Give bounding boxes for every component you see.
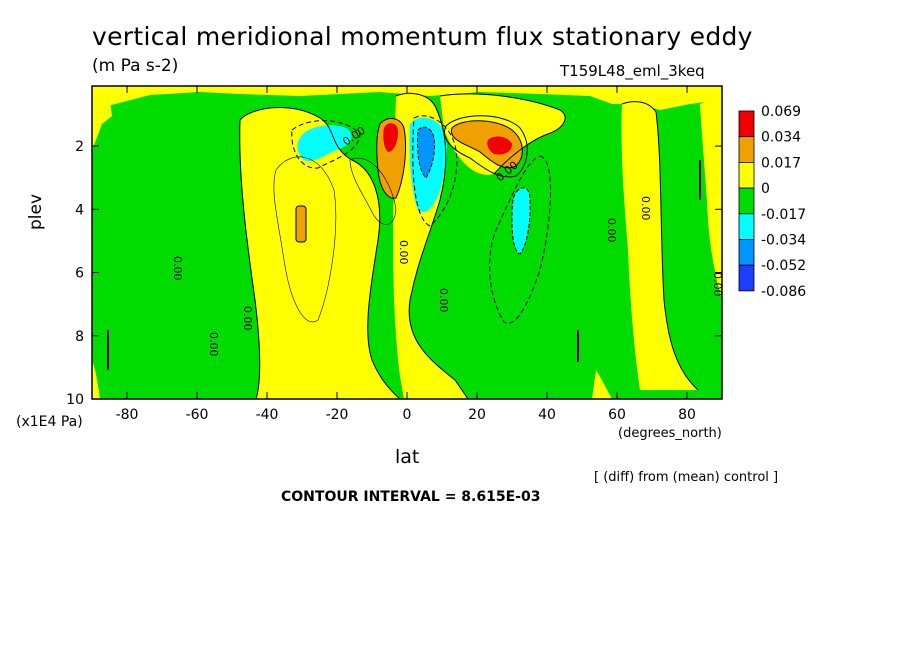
x-tick-label: 40: [538, 407, 556, 423]
field-positive-top-band: [92, 86, 722, 110]
contour-label: 0.00: [171, 256, 184, 281]
contour-positive-spot: [295, 205, 307, 243]
diff-note: [ (diff) from (mean) control ]: [594, 470, 779, 485]
contour-negative-3: [489, 155, 551, 324]
colorbar-swatch: [738, 187, 755, 215]
colorbar-swatch: [738, 264, 755, 292]
contour-labels: 0.00 0.00 0.00 0.00 0.00 0.00 0.00 0.00 …: [171, 124, 724, 357]
field-positive-polar: [700, 96, 722, 300]
contour-zero-sh-west: [239, 119, 261, 399]
x-tick-label: 60: [608, 407, 626, 423]
y-tick-label: 8: [75, 329, 84, 345]
field-max-sh: [383, 123, 398, 152]
contour-positive-thin-2: [349, 157, 397, 225]
contour-negative-core: [417, 126, 435, 179]
filled-contour-field: [92, 86, 722, 399]
x-axis: -80 -60 -40 -20 0 20 40 60 80: [116, 86, 696, 423]
y-axis: 2 4 6 8 10: [66, 139, 722, 408]
x-axis-label: lat: [395, 446, 420, 468]
contour-positive-orange-nh: [450, 120, 523, 169]
colorbar-swatch: [738, 136, 755, 163]
colorbar-level-label: 0: [761, 181, 770, 197]
contour-negative-nh-cyan: [511, 187, 531, 255]
colorbar-swatch: [738, 161, 755, 189]
y-tick-label: 2: [75, 139, 84, 155]
y-tick-label: 6: [75, 266, 84, 282]
field-max-nh: [487, 136, 512, 155]
contour-label: 0.00: [711, 272, 724, 297]
y-axis-units: (x1E4 Pa): [16, 414, 83, 430]
contour-label: 0.00: [639, 196, 652, 221]
contour-label: 0.00: [397, 240, 410, 265]
contour-label: 0.00: [207, 332, 220, 357]
x-tick-label: 80: [678, 407, 696, 423]
contour-label: 0.00: [605, 218, 618, 243]
x-axis-units: (degrees_north): [618, 426, 722, 441]
field-negative-nh-cyan: [512, 187, 531, 254]
colorbar: 0.069 0.034 0.017 0 -0.017 -0.034 -0.052 -0.086: [738, 104, 806, 300]
colorbar-level-label: 0.034: [761, 130, 801, 146]
field-positive-spot-1: [92, 360, 100, 399]
y-tick-label: 10: [66, 392, 84, 408]
y-tick-label: 4: [75, 202, 84, 218]
x-tick-label: -20: [326, 407, 349, 423]
contour-zero-nh: [439, 93, 566, 175]
colorbar-level-label: -0.052: [761, 258, 806, 274]
colorbar-level-label: -0.034: [761, 233, 806, 249]
contour-label: 0.00: [437, 288, 450, 313]
colorbar-level-label: 0.069: [761, 104, 801, 120]
field-strong-positive-spot: [296, 206, 306, 242]
x-tick-label: -80: [116, 407, 139, 423]
field-positive-spot-2: [592, 370, 612, 399]
colorbar-swatch: [738, 110, 755, 138]
colorbar-swatch: [738, 213, 755, 240]
field-strong-negative-core: [417, 127, 435, 178]
x-tick-label: 20: [468, 407, 486, 423]
contour-positive-nh-outer: [444, 115, 528, 178]
contour-zero-tropics: [395, 92, 469, 399]
field-positive-sh-lobe: [239, 107, 400, 399]
contour-zero-nh-column: [621, 101, 699, 391]
x-tick-label: 0: [403, 407, 412, 423]
colorbar-level-label: -0.086: [761, 284, 806, 300]
contour-negative-2: [412, 115, 458, 227]
contour-negative-1: [291, 120, 361, 169]
field-strong-positive-nh: [451, 120, 523, 168]
contour-label: 0.00: [241, 306, 254, 331]
contour-interval: CONTOUR INTERVAL = 8.615E-03: [281, 489, 541, 505]
field-positive-left-edge: [92, 86, 112, 150]
chart-title: vertical meridional momentum flux statio…: [92, 22, 753, 51]
units-label: (m Pa s-2): [92, 56, 179, 76]
field-negative-sh-cyan: [297, 125, 352, 162]
contour-zero-sh: [239, 106, 401, 399]
colorbar-level-label: 0.017: [761, 155, 801, 171]
contour-lines: [107, 92, 701, 399]
contour-positive-orange-sh: [376, 118, 407, 199]
x-tick-label: -40: [256, 407, 279, 423]
experiment-label: T159L48_eml_3keq: [560, 62, 705, 80]
colorbar-level-label: -0.017: [761, 207, 806, 223]
field-positive-nh-column: [621, 101, 698, 390]
x-tick-label: -60: [186, 407, 209, 423]
colorbar-swatch: [738, 239, 755, 266]
